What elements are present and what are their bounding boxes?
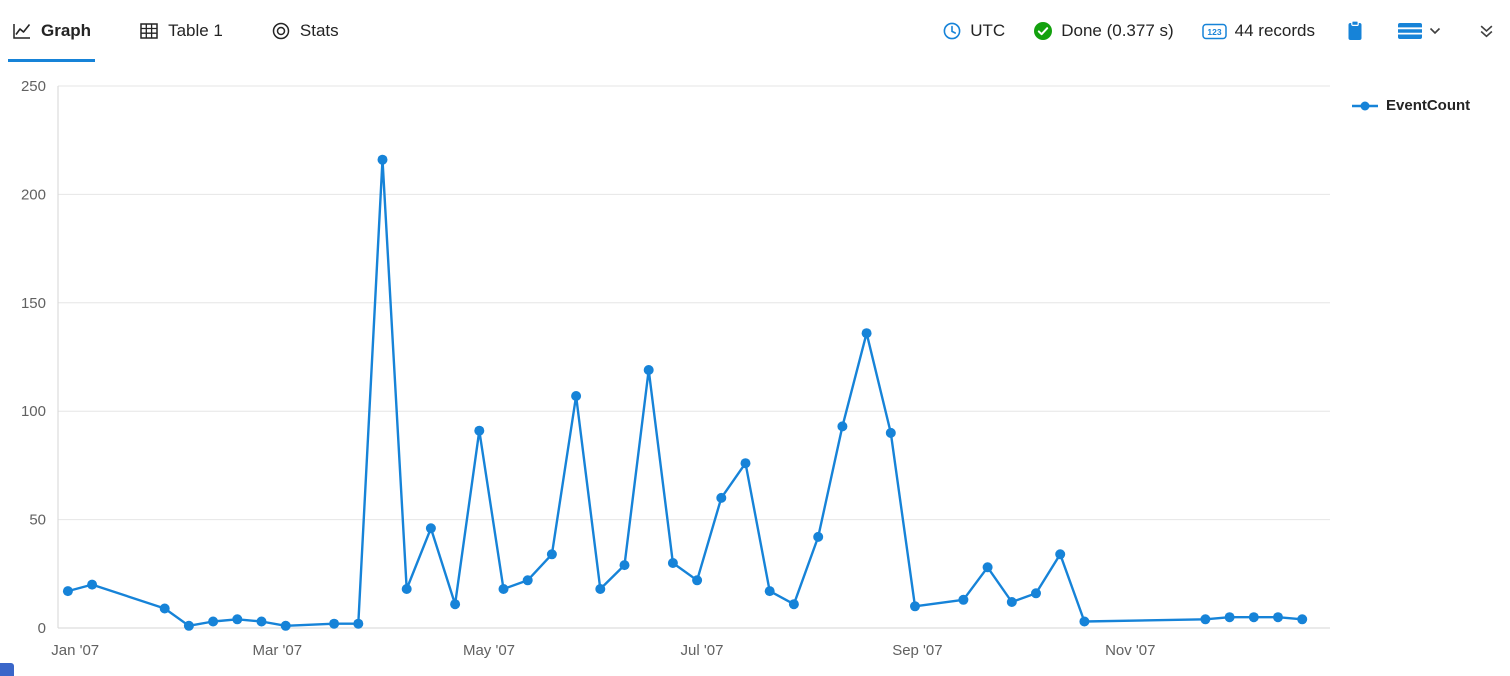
query-statusbar: UTC Done (0.377 s) 123 44 records <box>942 18 1496 44</box>
corner-badge <box>0 663 14 676</box>
data-point-marker[interactable] <box>619 560 630 571</box>
y-axis-tick-label: 250 <box>21 78 46 95</box>
query-status-label: Done (0.377 s) <box>1061 21 1174 40</box>
line-chart-icon <box>13 24 31 39</box>
data-point-marker[interactable] <box>692 575 703 586</box>
data-point-marker[interactable] <box>159 603 170 614</box>
data-point-marker[interactable] <box>958 594 969 605</box>
data-point-marker[interactable] <box>183 620 194 631</box>
legend-marker-icon <box>1352 101 1378 110</box>
data-point-marker[interactable] <box>788 599 799 610</box>
timezone-label: UTC <box>970 21 1006 40</box>
data-point-marker[interactable] <box>861 328 872 339</box>
data-point-marker[interactable] <box>1200 614 1211 625</box>
chart-canvas: 0 50 100 150 200 250 Jan '07 Mar '07 May '07 Jul … <box>21 78 1330 659</box>
data-point-marker[interactable] <box>1297 614 1308 625</box>
tab-label: Table 1 <box>168 21 223 40</box>
data-point-marker[interactable] <box>667 558 678 568</box>
data-point-marker[interactable] <box>643 365 654 375</box>
legend-item-eventcount[interactable]: EventCount <box>1352 97 1470 114</box>
x-axis-tick-label: Sep '07 <box>892 642 942 659</box>
data-point-marker[interactable] <box>401 584 412 594</box>
tab-table-1[interactable]: Table 1 <box>137 0 225 62</box>
data-point-marker[interactable] <box>910 601 920 612</box>
data-point-marker[interactable] <box>1006 597 1017 607</box>
data-point-marker[interactable] <box>1273 612 1283 623</box>
copy-results-button[interactable] <box>1343 18 1367 44</box>
data-point-marker[interactable] <box>522 575 533 586</box>
chart-area: 0 50 100 150 200 250 Jan '07 Mar '07 May '07 Jul … <box>0 62 1345 676</box>
data-point-marker[interactable] <box>716 492 727 503</box>
number-123-icon: 123 <box>1201 23 1227 39</box>
results-toolbar: Graph Table 1 Stats UTC <box>0 0 1510 62</box>
table-rows-icon <box>1398 23 1422 39</box>
collapse-results-button[interactable] <box>1477 22 1496 41</box>
tab-label: Stats <box>299 21 339 40</box>
data-point-marker[interactable] <box>474 425 485 436</box>
series-line <box>67 158 1303 627</box>
x-axis-tick-label: Jan '07 <box>51 642 99 659</box>
y-axis-tick-label: 200 <box>21 186 46 203</box>
tab-label: Graph <box>41 21 92 40</box>
success-check-icon <box>1034 22 1053 40</box>
data-point-marker[interactable] <box>571 391 582 401</box>
query-status: Done (0.377 s) <box>1033 21 1174 41</box>
clipboard-icon <box>1348 20 1362 40</box>
data-point-marker[interactable] <box>329 618 340 629</box>
data-point-marker[interactable] <box>982 562 993 573</box>
y-axis-tick-label: 50 <box>29 512 46 529</box>
x-axis-tick-label: May '07 <box>463 642 515 659</box>
data-point-marker[interactable] <box>1224 612 1235 623</box>
visual-type-button[interactable] <box>1395 19 1443 43</box>
data-point-marker[interactable] <box>498 584 509 594</box>
data-point-marker[interactable] <box>740 458 751 469</box>
record-count: 123 44 records <box>1201 21 1315 41</box>
tab-graph[interactable]: Graph <box>7 0 96 62</box>
data-point-marker[interactable] <box>87 579 98 590</box>
result-tabs: Graph Table 1 Stats <box>7 0 385 62</box>
stats-icon <box>272 22 290 40</box>
data-point-marker[interactable] <box>425 523 436 534</box>
legend-label: EventCount <box>1386 97 1471 114</box>
data-point-marker[interactable] <box>232 614 243 625</box>
data-point-marker[interactable] <box>1079 616 1090 627</box>
x-axis-tick-label: Mar '07 <box>253 642 303 659</box>
table-icon <box>140 23 158 39</box>
timezone-selector[interactable]: UTC <box>942 21 1005 41</box>
x-axis-tick-label: Nov '07 <box>1105 642 1155 659</box>
y-axis-tick-label: 100 <box>21 403 46 420</box>
double-chevron-down-icon <box>1480 25 1493 37</box>
data-point-marker[interactable] <box>62 586 73 597</box>
x-axis-tick-label: Jul '07 <box>681 642 724 659</box>
record-count-label: 44 records <box>1234 21 1315 40</box>
data-point-marker[interactable] <box>353 618 364 629</box>
clock-icon <box>943 22 961 40</box>
data-point-marker[interactable] <box>813 531 824 542</box>
y-axis-tick-label: 0 <box>38 620 46 637</box>
y-axis-tick-label: 150 <box>21 295 46 312</box>
data-point-marker[interactable] <box>256 616 267 627</box>
data-point-marker[interactable] <box>1248 612 1259 623</box>
data-point-marker[interactable] <box>764 586 775 597</box>
data-point-marker[interactable] <box>546 549 557 560</box>
data-point-marker[interactable] <box>1055 549 1066 560</box>
chevron-down-icon <box>1429 27 1441 35</box>
data-point-marker[interactable] <box>377 154 388 165</box>
data-point-marker[interactable] <box>595 584 606 594</box>
number-123-icon-text: 123 <box>1207 27 1221 37</box>
data-point-marker[interactable] <box>280 620 291 631</box>
data-point-marker[interactable] <box>450 599 461 610</box>
data-point-marker[interactable] <box>837 421 848 432</box>
tab-stats[interactable]: Stats <box>269 0 341 62</box>
data-point-marker[interactable] <box>208 616 219 627</box>
data-point-marker[interactable] <box>885 427 896 438</box>
data-point-marker[interactable] <box>1031 588 1041 599</box>
